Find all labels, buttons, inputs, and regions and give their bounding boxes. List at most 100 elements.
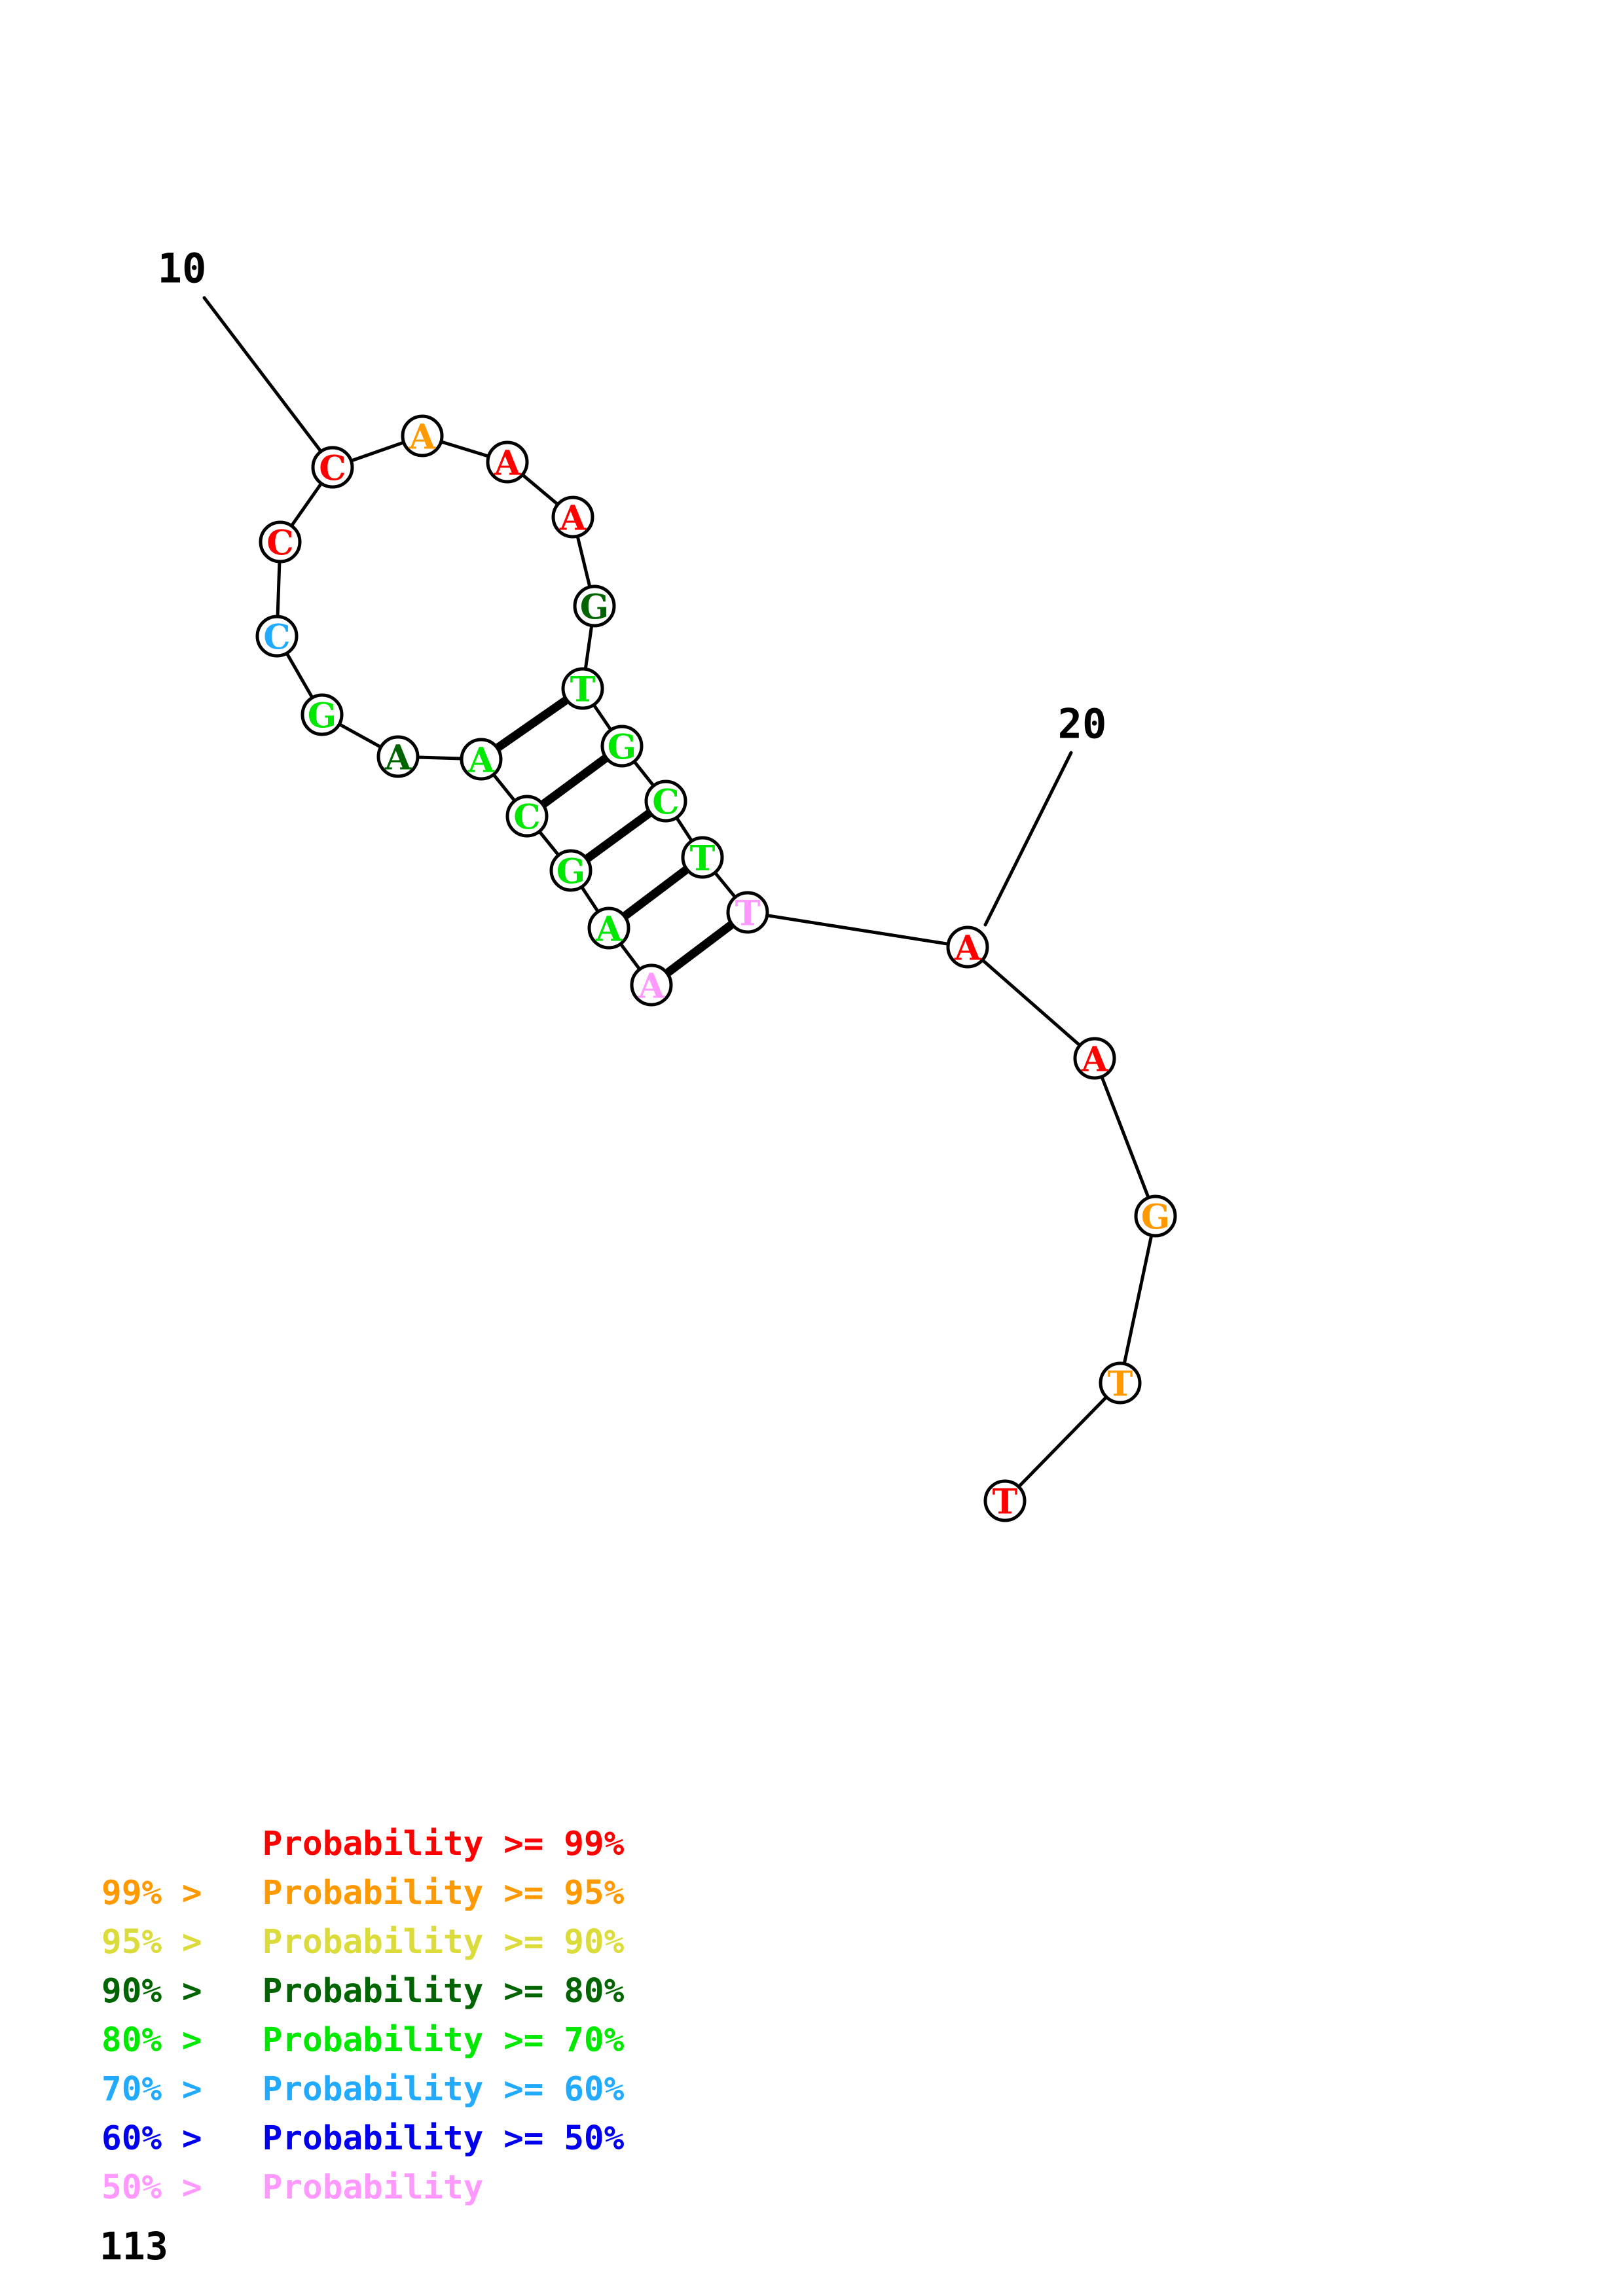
backbone-segment [521,473,559,506]
nucleotide-base-letter: A [595,910,623,950]
legend-row: 60% > Probability >= 50% [101,2119,625,2158]
nucleotide-node[interactable]: A [630,963,673,1007]
nucleotide-circle [983,1479,1027,1522]
nucleotide-node[interactable]: G [549,849,593,892]
backbone-segment [350,440,405,463]
backbone-layer [276,440,1154,1488]
nucleotide-circle [587,906,630,950]
nucleotide-node[interactable]: T [1099,1361,1142,1405]
position-leader-line [983,751,1073,927]
backbone-segment [632,760,655,787]
legend-row: 95% > Probability >= 90% [101,1923,625,1962]
nucleotide-node[interactable]: A [1073,1037,1116,1080]
footer-page-number: 113 [100,2224,168,2269]
nucleotide-node[interactable]: T [561,667,604,710]
backbone-segment [583,624,594,670]
nucleotide-node[interactable]: T [726,891,769,934]
nucleotide-circle [376,735,420,778]
nucleotide-circle [301,693,344,736]
nucleotide-base-letter: A [384,738,412,778]
nucleotide-base-letter: C [263,618,290,658]
nucleotide-node[interactable]: G [301,693,344,736]
nucleotide-base-letter: C [319,449,346,489]
backbone-segment [675,816,693,842]
nucleotide-circle [681,836,724,879]
nucleotide-base-letter: T [993,1482,1018,1522]
nucleotide-circle [726,891,769,934]
nucleotide-node[interactable]: A [460,738,503,781]
backbone-segment [1017,1395,1108,1488]
nucleotide-node[interactable]: C [505,795,549,838]
nucleotide-circle [600,725,644,768]
nucleotide-base-letter: G [308,696,337,736]
nucleotide-base-letter: G [1141,1198,1170,1238]
backbone-segment [285,652,314,699]
nucleotide-node[interactable]: G [600,725,644,768]
nucleotide-circle [505,795,549,838]
nucleotide-base-letter: A [954,929,981,969]
base-pair-bond [585,810,652,862]
legend-row: 50% > Probability [101,2168,484,2207]
nucleotide-node[interactable]: C [311,446,354,489]
nucleotide-node[interactable]: A [551,495,594,539]
legend-row: 70% > Probability >= 60% [101,2070,625,2109]
nucleotide-base-letter: A [1081,1040,1108,1080]
position-leader-layer [202,296,1073,927]
nucleotide-base-letter: C [266,524,293,564]
nucleotide-node[interactable]: C [259,520,302,564]
nucleotide-circle [259,520,302,564]
nucleotide-base-letter: T [690,839,716,879]
backbone-segment [538,830,560,857]
nucleotide-circle [573,584,616,628]
nucleotide-circle [551,495,594,539]
base-pair-bond [496,696,568,751]
base-pair-bond [541,755,608,808]
nucleotide-node[interactable]: A [486,440,529,484]
position-label: 20 [1058,700,1107,748]
nucleotide-base-letter: A [467,741,495,781]
base-pair-bond [623,867,689,919]
legend-row: 99% > Probability >= 95% [101,1874,625,1912]
nucleotide-node[interactable]: A [401,414,444,457]
backbone-segment [440,440,490,458]
backbone-segment [575,535,592,588]
nucleotide-circle [255,615,299,658]
nucleotide-circle [1134,1194,1177,1238]
nucleotide-circle [946,925,989,969]
nucleotide-node[interactable]: T [983,1479,1027,1522]
nucleotide-node[interactable]: G [573,584,616,628]
nucleotide-circle [549,849,593,892]
legend-row: Probability >= 99% [101,1825,625,1863]
backbone-segment [416,755,463,761]
nucleotide-node[interactable]: C [644,780,687,823]
backbone-segment [276,560,282,618]
backbone-segment [290,482,323,528]
nucleotide-node[interactable]: T [681,836,724,879]
nucleotide-node[interactable]: C [255,615,299,658]
nucleotide-circle [486,440,529,484]
nucleotide-node[interactable]: A [587,906,630,950]
nucleotide-base-letter: C [652,783,679,823]
nucleotide-node[interactable]: A [376,735,420,778]
nucleotide-node[interactable]: A [946,925,989,969]
backbone-segment [1100,1075,1150,1199]
backbone-segment [766,914,949,946]
nucleotide-circle [1073,1037,1116,1080]
nucleotide-node[interactable]: G [1134,1194,1177,1238]
probability-legend: Probability >= 99% 99% > Probability >= 9… [101,1820,887,2212]
position-label-layer: 10 20 [158,245,1107,748]
nucleotide-circle [460,738,503,781]
backbone-segment [592,704,613,731]
backbone-segment [338,723,382,749]
nucleotide-circle [401,414,444,457]
backbone-segment [714,871,737,899]
backbone-segment [1122,1234,1154,1365]
nucleotide-circle [644,780,687,823]
backbone-segment [981,958,1082,1047]
nucleotide-base-letter: G [608,728,636,768]
base-pair-bond [665,922,734,976]
backbone-segment [580,886,600,913]
